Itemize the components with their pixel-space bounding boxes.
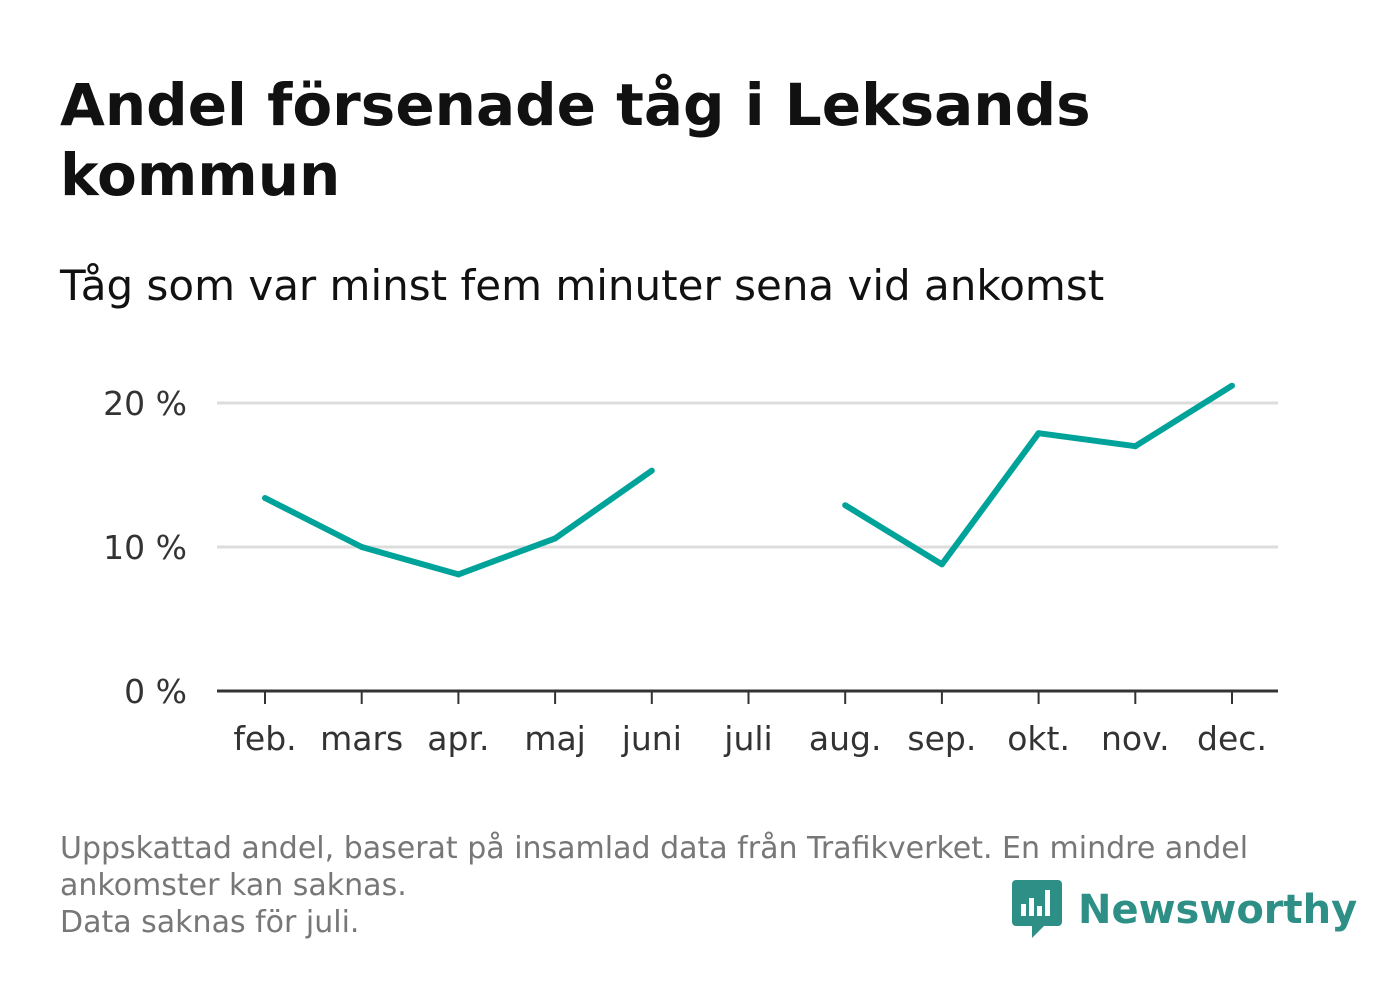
- data-point: [1229, 382, 1235, 389]
- data-point: [648, 467, 655, 474]
- x-tick-label: dec.: [1197, 719, 1267, 758]
- x-tick-label: mars: [320, 719, 403, 758]
- x-tick-label: okt.: [1007, 719, 1070, 758]
- x-tick-label: maj: [524, 719, 586, 758]
- x-tick-label: apr.: [427, 719, 489, 758]
- x-tick-label: sep.: [907, 719, 976, 758]
- data-point: [938, 561, 945, 568]
- y-tick-label: 10 %: [103, 528, 187, 567]
- data-point: [842, 502, 849, 509]
- x-tick-label: aug.: [809, 719, 882, 758]
- footer-note-line: ankomster kan saknas.: [60, 868, 407, 903]
- x-tick-label: juni: [621, 719, 682, 758]
- y-axis-labels: 0 % 10 % 20 %: [103, 384, 187, 711]
- x-tick-label: feb.: [233, 719, 296, 758]
- x-tick-label: nov.: [1101, 719, 1170, 758]
- data-point: [552, 535, 559, 542]
- chart-subtitle: Tåg som var minst fem minuter sena vid a…: [60, 261, 1105, 310]
- gridlines: [217, 401, 1278, 549]
- y-tick-label: 20 %: [103, 384, 187, 423]
- logo-wordmark: Newsworthy: [1078, 887, 1358, 933]
- chart-title: Andel försenade tåg i Leksands kommun: [60, 71, 1091, 209]
- data-point: [358, 544, 365, 550]
- newsworthy-logo: Newsworthy: [1012, 880, 1357, 940]
- x-axis: [217, 689, 1278, 704]
- data-point: [455, 571, 462, 578]
- data-point: [262, 495, 268, 502]
- x-tick-label: juli: [723, 719, 772, 758]
- series-line-segment: [263, 468, 654, 578]
- data-point: [1035, 430, 1042, 437]
- footer-note-line: Data saknas för juli.: [60, 905, 360, 940]
- footer-notes: Uppskattad andel, baserat på insamlad da…: [60, 830, 1340, 941]
- series-line-segment: [843, 383, 1234, 568]
- series-line: [262, 382, 1235, 578]
- x-axis-labels: feb. mars apr. maj juni juli aug. sep. okt. nov. d…: [233, 719, 1267, 758]
- y-tick-label: 0 %: [124, 672, 187, 711]
- newsworthy-bar-chart-icon: [1012, 880, 1062, 938]
- data-point: [1132, 443, 1139, 450]
- footer-note-line: Uppskattad andel, baserat på insamlad da…: [60, 831, 1249, 866]
